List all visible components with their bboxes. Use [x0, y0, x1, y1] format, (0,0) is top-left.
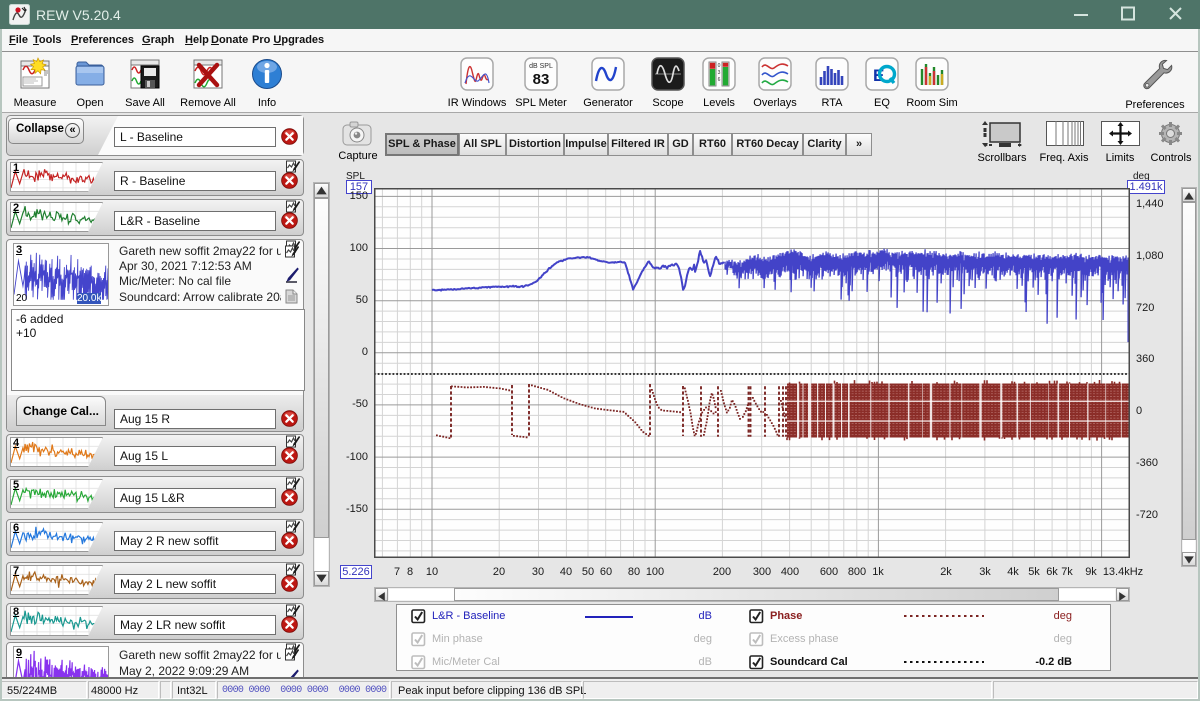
svg-text:3: 3 [718, 70, 721, 76]
svg-text:0: 0 [718, 63, 721, 69]
svg-text:6: 6 [718, 77, 721, 83]
svg-text:83: 83 [533, 71, 550, 88]
svg-text:dB SPL: dB SPL [529, 63, 553, 70]
